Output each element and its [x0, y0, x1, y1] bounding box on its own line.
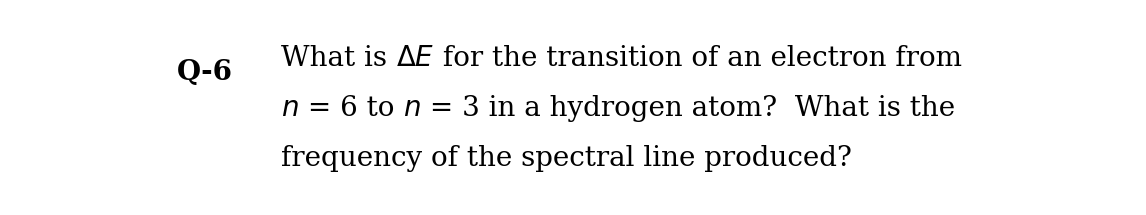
Text: frequency of the spectral line produced?: frequency of the spectral line produced?	[281, 145, 851, 172]
Text: $n$: $n$	[281, 95, 299, 122]
Text: $n$: $n$	[403, 95, 421, 122]
Text: = 6 to: = 6 to	[299, 95, 403, 122]
Text: What is: What is	[281, 45, 395, 72]
Text: Q-6: Q-6	[176, 59, 233, 86]
Text: = 3 in a hydrogen atom?  What is the: = 3 in a hydrogen atom? What is the	[421, 95, 955, 122]
Text: for the transition of an electron from: for the transition of an electron from	[434, 45, 963, 72]
Text: $\Delta E$: $\Delta E$	[395, 45, 434, 72]
